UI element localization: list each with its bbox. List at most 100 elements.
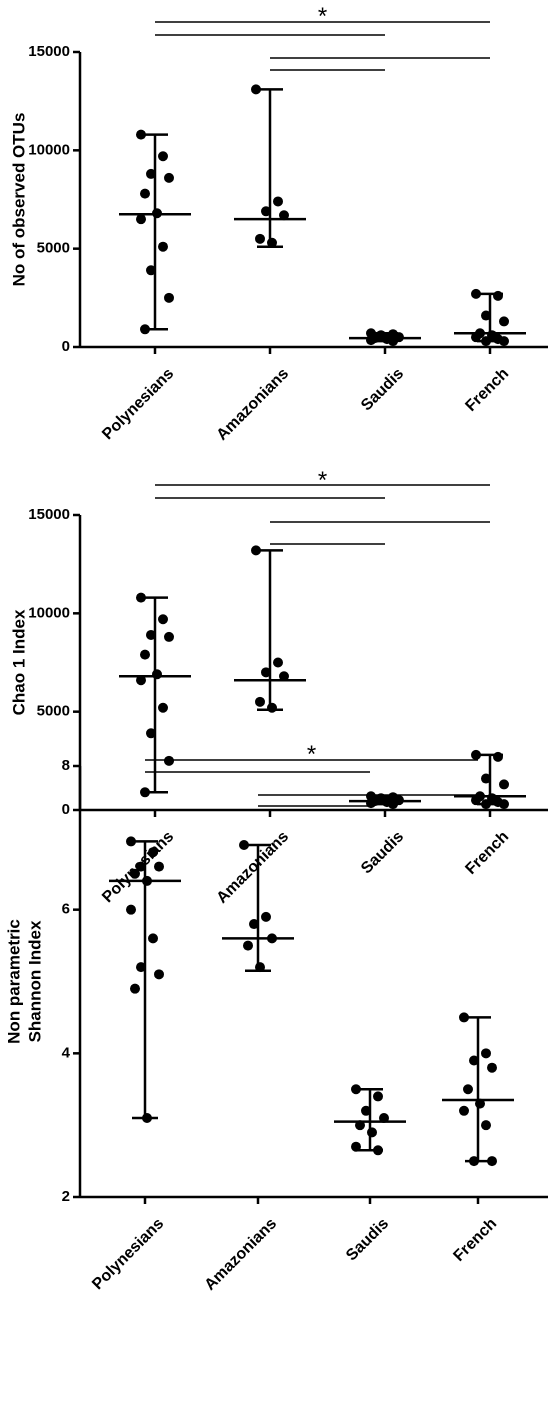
data-point <box>481 773 491 784</box>
significance-star: * <box>318 467 327 494</box>
x-tick-label: French <box>450 1215 500 1265</box>
x-tick-label: Amazonians <box>214 828 293 907</box>
data-point <box>355 1120 365 1131</box>
data-point <box>499 336 509 347</box>
data-point <box>471 749 481 760</box>
data-point <box>239 840 249 851</box>
data-point <box>366 335 376 346</box>
data-point <box>459 1105 469 1116</box>
data-point <box>255 962 265 973</box>
data-point <box>493 751 503 762</box>
data-point <box>361 1105 371 1116</box>
data-point <box>158 241 168 252</box>
y-tick-label: 8 <box>62 757 70 774</box>
data-point <box>130 868 140 879</box>
data-point <box>379 1112 389 1123</box>
x-tick-label: Amazonians <box>202 1215 281 1294</box>
data-point <box>136 592 146 603</box>
y-tick-label: 0 <box>62 801 70 818</box>
significance-star: * <box>318 3 327 30</box>
data-point <box>367 1127 377 1138</box>
y-axis-label: Non parametric <box>4 919 23 1044</box>
data-point <box>481 1120 491 1131</box>
data-point <box>126 904 136 915</box>
data-point <box>267 702 277 713</box>
data-point <box>463 1084 473 1095</box>
data-point <box>136 214 146 225</box>
data-point <box>146 728 156 739</box>
data-point <box>146 629 156 640</box>
y-tick-label: 5000 <box>37 240 70 257</box>
data-point <box>164 292 174 303</box>
y-tick-label: 0 <box>62 338 70 355</box>
data-point <box>481 310 491 321</box>
y-axis-label: No of observed OTUs <box>9 113 28 287</box>
x-tick-label: Saudis <box>358 365 407 414</box>
data-point <box>388 336 398 347</box>
data-point <box>471 288 481 299</box>
data-point <box>158 702 168 713</box>
data-point <box>279 671 289 682</box>
data-point <box>164 631 174 642</box>
data-point <box>499 779 509 790</box>
data-point <box>146 265 156 276</box>
data-point <box>243 940 253 951</box>
data-point <box>499 316 509 327</box>
data-point <box>373 1145 383 1156</box>
x-tick-label: Saudis <box>343 1215 392 1264</box>
data-point <box>261 206 271 217</box>
data-point <box>267 933 277 944</box>
y-axis-label: Shannon Index <box>25 920 44 1042</box>
data-point <box>273 196 283 207</box>
data-point <box>140 188 150 199</box>
x-tick-label: Saudis <box>358 828 407 877</box>
y-axis-label: Chao 1 Index <box>9 609 28 715</box>
data-point <box>148 933 158 944</box>
data-point <box>126 836 136 847</box>
data-point <box>251 84 261 95</box>
data-point <box>261 667 271 678</box>
y-tick-label: 10000 <box>28 141 70 158</box>
y-tick-label: 15000 <box>28 506 70 523</box>
data-point <box>158 151 168 162</box>
data-point <box>255 696 265 707</box>
data-point <box>481 1048 491 1059</box>
significance-star: * <box>307 741 316 768</box>
data-point <box>351 1084 361 1095</box>
data-point <box>158 614 168 625</box>
x-tick-label: French <box>462 828 512 878</box>
data-point <box>261 911 271 922</box>
data-point <box>140 787 150 798</box>
y-tick-label: 2 <box>62 1188 70 1205</box>
data-point <box>140 324 150 335</box>
data-point <box>388 799 398 810</box>
data-point <box>148 847 158 858</box>
data-point <box>255 233 265 244</box>
data-point <box>136 861 146 872</box>
data-point <box>273 657 283 668</box>
data-point <box>471 332 481 343</box>
x-tick-label: Amazonians <box>214 365 293 444</box>
data-point <box>475 1098 485 1109</box>
y-tick-label: 5000 <box>37 703 70 720</box>
data-point <box>487 1062 497 1073</box>
x-tick-label: Polynesians <box>89 1215 167 1293</box>
data-point <box>481 799 491 810</box>
data-point <box>493 290 503 301</box>
data-point <box>481 336 491 347</box>
data-point <box>152 208 162 219</box>
y-tick-label: 4 <box>62 1044 71 1061</box>
data-point <box>142 875 152 886</box>
data-point <box>267 237 277 248</box>
data-point <box>251 545 261 556</box>
data-point <box>140 649 150 660</box>
data-point <box>142 1112 152 1123</box>
data-point <box>164 172 174 183</box>
data-point <box>459 1012 469 1023</box>
x-tick-label: Polynesians <box>99 365 177 443</box>
data-point <box>136 962 146 973</box>
data-point <box>469 1055 479 1066</box>
y-tick-label: 10000 <box>28 604 70 621</box>
data-point <box>130 983 140 994</box>
data-point <box>136 129 146 140</box>
